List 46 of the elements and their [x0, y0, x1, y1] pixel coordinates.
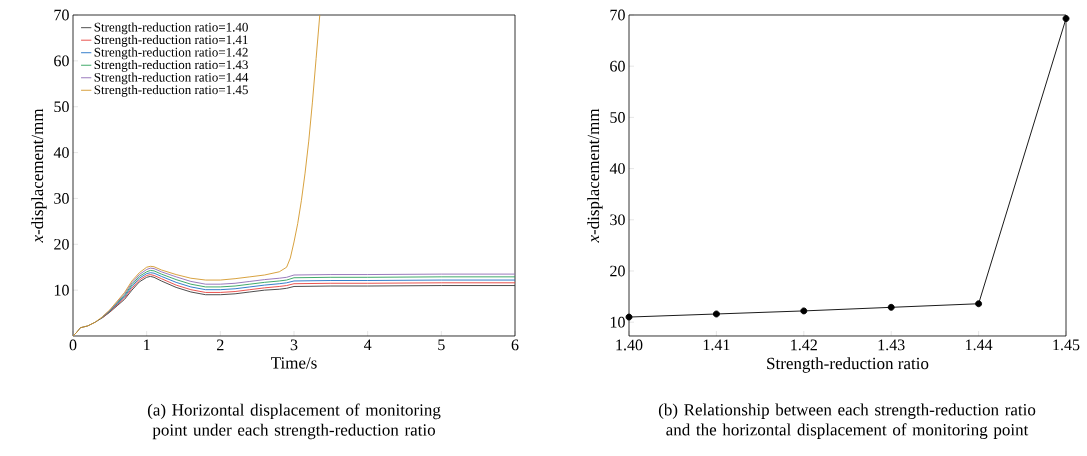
- x-tick-label: 6: [511, 339, 519, 351]
- x-tick-label: 1.41: [703, 339, 730, 351]
- x-tick-label: 0: [69, 339, 77, 351]
- y-axis-title: x-displacement/mm: [31, 108, 47, 243]
- y-tick-label: 50: [54, 101, 69, 113]
- y-tick-label: 30: [54, 193, 69, 204]
- point: [887, 303, 895, 311]
- y-tick-label: 20: [54, 238, 69, 250]
- text: (a) Horizontal displacement of monitoring point under each strength-reduction ratio: [147, 403, 441, 440]
- point: [800, 307, 808, 315]
- x-tick-label: 1: [144, 339, 150, 351]
- x-axis-title: Time/s: [271, 357, 317, 369]
- y-axis-title: x-displacement/mm: [587, 108, 603, 243]
- point: [625, 313, 633, 321]
- point: [975, 300, 983, 308]
- x-tick-label: 3: [290, 339, 298, 351]
- x-tick-label: 1.40: [616, 339, 643, 351]
- y-tick-label: 70: [610, 9, 625, 21]
- y-tick-label: 10: [54, 284, 69, 296]
- x-tick-label: 1.44: [966, 339, 993, 351]
- x-tick-label: 2: [217, 339, 224, 351]
- y-tick-label: 70: [54, 9, 69, 21]
- legend-label: Strength-reduction ratio=1.42: [94, 47, 248, 60]
- y-tick-label: 60: [54, 55, 69, 67]
- point: [712, 310, 720, 318]
- y-tick-label: 40: [53, 147, 69, 158]
- x-tick-label: 4: [363, 339, 372, 351]
- line-series: [73, 15, 321, 336]
- text: (b) Relationship between each strength-reduction ratio and the horizontal displacement of monitoring point: [658, 403, 1036, 439]
- x-tick-label: 1.43: [878, 339, 905, 351]
- y-tick-label: 20: [610, 265, 625, 277]
- legend-label: Strength-reduction ratio=1.41: [94, 34, 248, 47]
- legend-label: Strength-reduction ratio=1.45: [94, 85, 248, 97]
- legend-label: Strength-reduction ratio=1.43: [94, 59, 248, 72]
- legend-label: Strength-reduction ratio=1.44: [94, 72, 249, 85]
- legend-label: Strength-reduction ratio=1.40: [94, 22, 248, 35]
- y-tick-label: 30: [610, 214, 625, 226]
- y-tick-label: 50: [610, 112, 625, 123]
- point: [1062, 15, 1070, 23]
- y-tick-label: 10: [610, 316, 625, 328]
- x-tick-label: 1.45: [1053, 339, 1080, 351]
- x-tick-label: 5: [438, 339, 445, 351]
- y-tick-label: 60: [610, 60, 625, 72]
- y-tick-label: 40: [609, 163, 625, 174]
- x-axis-title: Strength-reduction ratio: [767, 357, 929, 373]
- x-tick-label: 1.42: [791, 339, 817, 351]
